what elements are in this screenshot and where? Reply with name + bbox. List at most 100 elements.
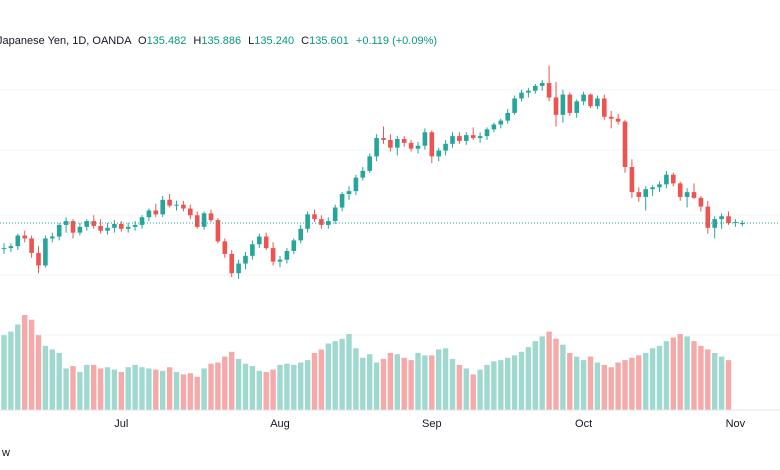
- volume-bar: [539, 336, 545, 410]
- volume-bar: [615, 362, 621, 410]
- volume-bar: [560, 344, 566, 410]
- volume-bar: [270, 369, 276, 410]
- volume-bar: [663, 341, 670, 410]
- volume-bar: [298, 362, 304, 410]
- legend-change: +0.119 (+0.09%): [356, 35, 437, 47]
- volume-bar: [49, 349, 55, 410]
- candle-body: [705, 206, 711, 228]
- candle-body: [381, 138, 386, 140]
- volume-bar: [608, 367, 614, 410]
- candle-body: [615, 118, 621, 122]
- volume-bar: [380, 358, 387, 410]
- volume-bar: [698, 345, 704, 410]
- volume-bar: [436, 349, 442, 410]
- candle-body: [36, 252, 41, 266]
- candle-body: [636, 192, 642, 197]
- candle-body: [553, 97, 559, 115]
- candle-body: [719, 216, 724, 220]
- candle-body: [595, 98, 600, 107]
- volume-bar: [325, 343, 331, 410]
- volume-bar: [712, 353, 718, 410]
- candle-body: [146, 210, 152, 218]
- volume-bar: [42, 345, 49, 410]
- volume-bar: [622, 360, 628, 410]
- candle-body: [50, 236, 55, 239]
- volume-bar: [15, 324, 21, 410]
- candle-body: [270, 248, 276, 262]
- volume-bar: [263, 372, 269, 410]
- candle-body: [201, 213, 207, 227]
- candle-body: [139, 217, 145, 225]
- month-label: Nov: [726, 418, 746, 430]
- volume-bar: [449, 358, 456, 410]
- volume-bar: [118, 372, 124, 410]
- time-axis: JulAugSepOctNovDec: [114, 418, 746, 430]
- volume-bar: [705, 349, 711, 410]
- candle-body: [505, 112, 510, 121]
- volume-bar: [235, 358, 242, 410]
- candle-body: [277, 259, 283, 262]
- volume-bar: [422, 355, 428, 410]
- candle-body: [436, 150, 441, 157]
- volume-bar: [691, 341, 697, 410]
- volume-bar: [256, 370, 262, 410]
- volume-bar: [525, 347, 532, 410]
- candle-body: [429, 132, 435, 157]
- volume-bar: [498, 360, 504, 410]
- volume-bar: [194, 376, 200, 410]
- volume-bar: [367, 354, 373, 410]
- candle-body: [526, 90, 531, 93]
- candle-body: [622, 121, 628, 167]
- candle-body: [326, 221, 331, 225]
- candle-body: [360, 170, 366, 178]
- candle-body: [484, 129, 490, 137]
- volume-bar: [132, 364, 138, 410]
- candle-body: [8, 246, 14, 249]
- volume-bar: [574, 356, 580, 410]
- volume-bar: [725, 360, 732, 410]
- volume-bar: [104, 367, 111, 410]
- legend-open-label: O: [138, 35, 147, 47]
- candle-body: [70, 221, 76, 233]
- candle-body: [153, 210, 159, 215]
- volume-bar: [477, 369, 483, 410]
- candle-body: [422, 132, 428, 146]
- volume-bar: [518, 351, 525, 410]
- candle-body: [112, 223, 117, 228]
- volume-bar: [553, 338, 559, 410]
- volume-bar: [442, 348, 449, 410]
- volume-bar: [670, 337, 676, 410]
- candle-body: [740, 222, 745, 225]
- candle-body: [401, 139, 407, 143]
- candle-body: [339, 194, 345, 208]
- candle-body: [105, 227, 110, 231]
- volume-bar: [456, 364, 463, 410]
- candle-body: [533, 85, 538, 91]
- volume-bar: [629, 357, 635, 410]
- candle-body: [29, 238, 34, 253]
- volume-bar: [277, 364, 283, 410]
- candlesticks: [1, 65, 745, 279]
- volume-bar: [56, 353, 62, 410]
- candle-body: [284, 251, 290, 260]
- volume-bar: [35, 335, 42, 410]
- volume-bar: [84, 364, 90, 410]
- chart-legend: Japanese Yen, 1D, OANDA O135.482 H135.88…: [0, 35, 437, 47]
- candle-body: [519, 92, 524, 99]
- volume-bar: [222, 356, 228, 410]
- candle-body: [263, 236, 269, 249]
- volume-bar: [401, 357, 407, 410]
- candle-body: [677, 183, 683, 197]
- volume-bar: [360, 357, 366, 410]
- volume-bar: [160, 370, 166, 410]
- volume-bar: [208, 363, 214, 410]
- candle-body: [312, 214, 317, 220]
- candle-body: [353, 177, 359, 192]
- candle-body: [457, 136, 462, 141]
- chart-grid: [0, 89, 780, 336]
- volume-bar: [304, 360, 311, 410]
- candle-body: [726, 216, 731, 223]
- volume-bar: [284, 363, 290, 410]
- candle-body: [477, 136, 483, 139]
